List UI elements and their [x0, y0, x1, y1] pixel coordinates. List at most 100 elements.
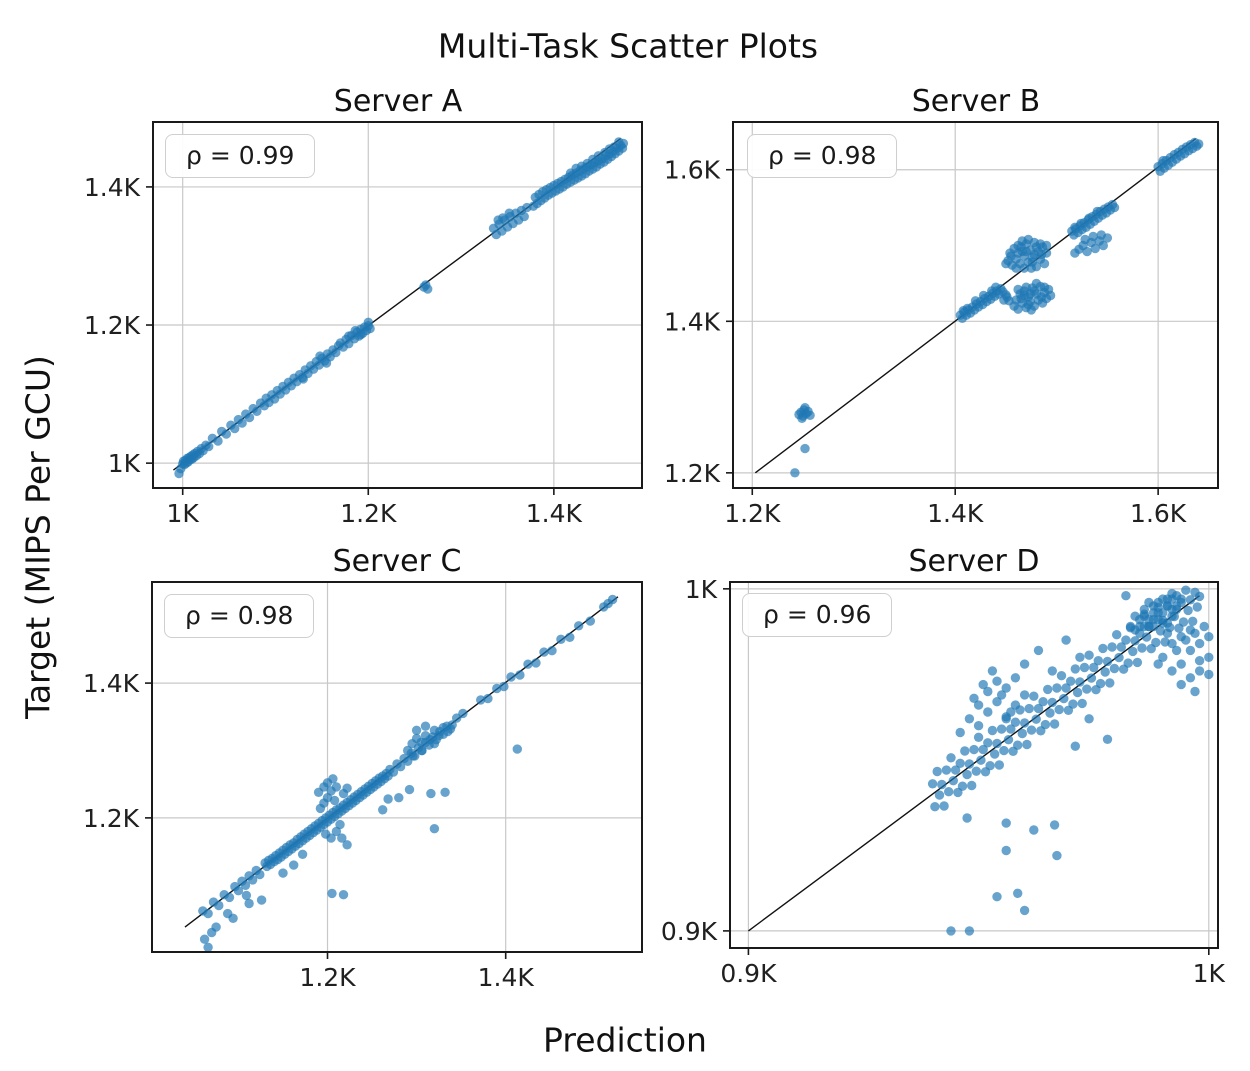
scatter-point [440, 787, 450, 797]
data-layer [747, 585, 1214, 936]
scatter-point [1036, 292, 1047, 302]
scatter-point [410, 751, 420, 761]
scatter-point [1171, 645, 1182, 656]
scatter-point [363, 317, 373, 327]
x-tick-label: 1.4K [478, 963, 535, 992]
scatter-point [1082, 246, 1092, 257]
scatter-point [1162, 594, 1173, 604]
scatter-point [585, 616, 595, 626]
scatter-point [1139, 611, 1150, 621]
scatter-point [1135, 628, 1145, 638]
scatter-point [431, 735, 441, 745]
scatter-point [337, 833, 347, 843]
scatter-point [1158, 652, 1168, 662]
scatter-point [1001, 683, 1011, 693]
scatter-point [1192, 602, 1203, 612]
scatter-point [476, 695, 486, 705]
scatter-point [1010, 717, 1021, 727]
scatter-point [983, 738, 993, 748]
scatter-point [244, 898, 254, 909]
scatter-point [969, 744, 979, 755]
scatter-point [948, 776, 958, 786]
scatter-point [1100, 667, 1110, 677]
scatter-point [992, 738, 1002, 749]
scatter-point [985, 761, 995, 771]
scatter-point [1075, 677, 1085, 687]
scatter-point [1019, 718, 1030, 728]
scatter-point [342, 783, 352, 793]
scatter-point [1125, 621, 1136, 632]
scatter-point [394, 793, 404, 803]
scatter-point [378, 805, 388, 815]
scatter-point [204, 441, 214, 452]
scatter-point [1045, 708, 1055, 718]
x-tick-label: 1.4K [927, 499, 984, 528]
y-tick-label: 1.2K [83, 804, 140, 833]
scatter-point [987, 666, 998, 676]
scatter-point [1128, 646, 1138, 657]
scatter-point [990, 749, 1000, 759]
scatter-point [1033, 645, 1044, 656]
x-tick-label: 1.2K [299, 963, 356, 992]
y-tick-label: 1.4K [664, 307, 721, 336]
scatter-point [248, 875, 258, 885]
scatter-point [1001, 290, 1011, 300]
scatter-point [1088, 231, 1098, 242]
axes-spines [729, 581, 1219, 949]
scatter-point [1130, 611, 1140, 621]
scatter-point [987, 286, 997, 296]
data-layer [754, 137, 1204, 478]
scatter-point [1061, 683, 1071, 693]
scatter-point [458, 708, 468, 719]
scatter-point [1176, 597, 1186, 608]
x-tick-label: 1K [1193, 959, 1226, 988]
scatter-point [1047, 666, 1058, 676]
scatter-point [797, 413, 807, 423]
scatter-point [1105, 678, 1115, 688]
scatter-point [973, 700, 984, 710]
scatter-point [1132, 657, 1143, 668]
scatter-point [1068, 699, 1078, 709]
scatter-point [964, 714, 975, 724]
scatter-point [992, 892, 1002, 902]
scatter-point [950, 765, 961, 775]
scatter-point [1039, 259, 1050, 269]
scatter-point [329, 795, 340, 806]
scatter-point [1082, 684, 1092, 694]
scatter-point [1029, 249, 1040, 260]
y-tick-label: 1.2K [664, 459, 721, 488]
scatter-point [556, 634, 566, 644]
scatter-point [1011, 263, 1021, 273]
scatter-point [203, 942, 213, 952]
scatter-point [970, 296, 981, 306]
scatter-point [978, 290, 989, 301]
scatter-point [969, 693, 979, 703]
scatter-point [1029, 825, 1039, 835]
scatter-point [996, 690, 1007, 700]
scatter-point [1176, 659, 1186, 669]
scatter-point [327, 888, 337, 899]
scatter-point [1176, 679, 1186, 690]
scatter-point [1084, 714, 1094, 724]
scatter-point [1025, 289, 1036, 299]
scatter-point [395, 762, 406, 772]
scatter-point [506, 672, 516, 682]
scatter-point [1167, 638, 1177, 649]
scatter-point [1029, 691, 1039, 701]
scatter-point [1080, 234, 1090, 245]
scatter-point [1158, 618, 1168, 628]
scatter-point [971, 766, 981, 776]
scatter-point [1047, 697, 1058, 708]
scatter-point [1130, 636, 1140, 646]
scatter-point [1049, 719, 1060, 729]
scatter-point [1183, 605, 1193, 616]
scatter-point [1039, 282, 1050, 292]
scatter-point [1019, 659, 1030, 669]
scatter-point [499, 681, 509, 692]
scatter-point [946, 926, 956, 936]
scatter-point [1043, 684, 1053, 695]
scatter-point [315, 351, 325, 361]
panel-title-server-b: Server B [911, 84, 1041, 119]
scatter-point [1066, 676, 1076, 686]
axes-spines [151, 581, 643, 953]
